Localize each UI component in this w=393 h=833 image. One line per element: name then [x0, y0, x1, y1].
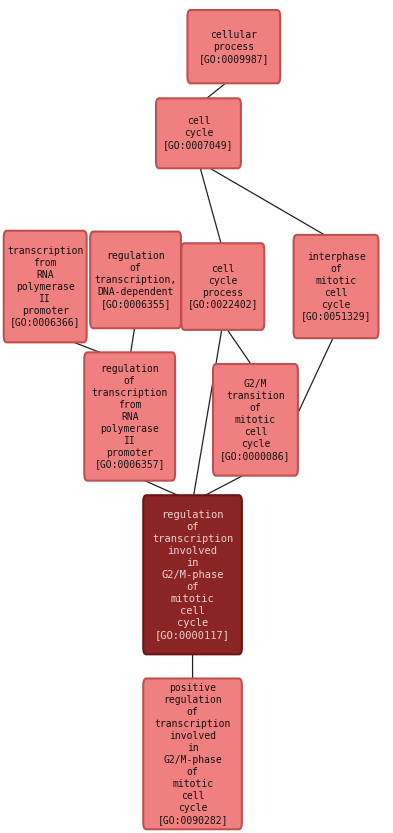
Text: regulation
of
transcription,
DNA-dependent
[GO:0006355]: regulation of transcription, DNA-depende… — [94, 251, 177, 309]
Text: interphase
of
mitotic
cell
cycle
[GO:0051329]: interphase of mitotic cell cycle [GO:005… — [301, 252, 371, 322]
Text: regulation
of
transcription
from
RNA
polymerase
II
promoter
[GO:0006357]: regulation of transcription from RNA pol… — [92, 363, 168, 470]
FancyBboxPatch shape — [143, 495, 242, 655]
FancyBboxPatch shape — [156, 98, 241, 168]
FancyBboxPatch shape — [84, 352, 175, 481]
Text: positive
regulation
of
transcription
involved
in
G2/M-phase
of
mitotic
cell
cycl: positive regulation of transcription inv… — [154, 683, 231, 825]
Text: cell
cycle
process
[GO:0022402]: cell cycle process [GO:0022402] — [187, 263, 258, 310]
Text: regulation
of
transcription
involved
in
G2/M-phase
of
mitotic
cell
cycle
[GO:000: regulation of transcription involved in … — [152, 510, 233, 640]
FancyBboxPatch shape — [143, 678, 242, 830]
Text: cellular
process
[GO:0009987]: cellular process [GO:0009987] — [198, 30, 269, 63]
FancyBboxPatch shape — [294, 235, 378, 338]
FancyBboxPatch shape — [213, 364, 298, 476]
Text: cell
cycle
[GO:0007049]: cell cycle [GO:0007049] — [163, 117, 234, 150]
FancyBboxPatch shape — [4, 231, 87, 342]
Text: transcription
from
RNA
polymerase
II
promoter
[GO:0006366]: transcription from RNA polymerase II pro… — [7, 246, 83, 327]
FancyBboxPatch shape — [90, 232, 181, 328]
FancyBboxPatch shape — [181, 243, 264, 330]
Text: G2/M
transition
of
mitotic
cell
cycle
[GO:0000086]: G2/M transition of mitotic cell cycle [G… — [220, 379, 291, 461]
FancyBboxPatch shape — [187, 10, 280, 83]
